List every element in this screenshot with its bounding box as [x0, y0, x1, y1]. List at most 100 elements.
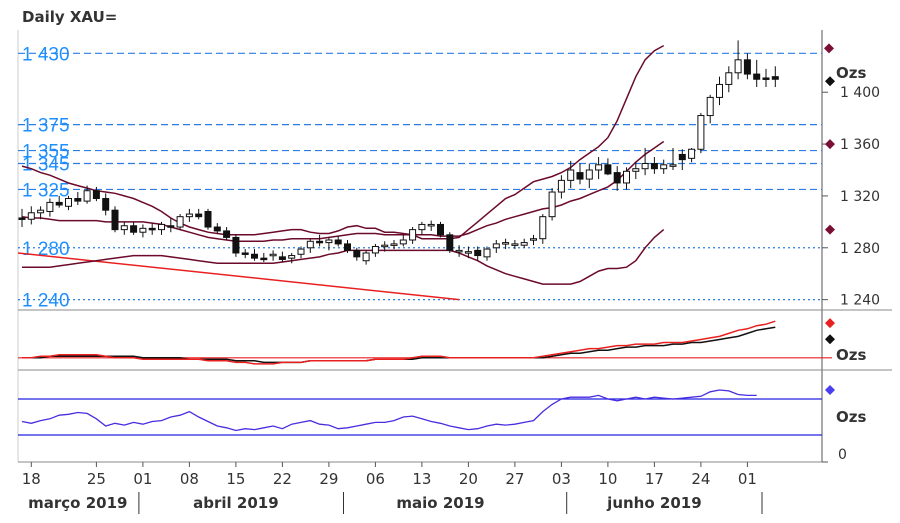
x-tick-label: 20 [459, 470, 478, 488]
trendline-line [17, 252, 460, 301]
level-label: 1 355 [22, 142, 70, 163]
candle-body [688, 148, 696, 159]
macd-unit-label: Ozs [836, 346, 866, 364]
candle-body [483, 248, 491, 258]
candle-body [585, 169, 593, 180]
macd-panel [18, 320, 832, 365]
right-tick-label: 1 360 [840, 137, 880, 153]
candle-body [381, 244, 389, 248]
candle-body [37, 209, 45, 214]
candle-body [269, 253, 277, 257]
candle-body [734, 59, 742, 74]
candle-body [362, 252, 370, 262]
trendline [17, 252, 460, 301]
month-label: março 2019 [28, 494, 127, 512]
candle-body [771, 76, 779, 80]
candle-body [102, 198, 110, 211]
rsi-panel [18, 389, 822, 436]
rsi-unit-label: Ozs [836, 408, 866, 426]
candle-body [297, 248, 305, 255]
candle-body [334, 239, 342, 245]
x-tick-label: 01 [738, 470, 757, 488]
x-tick-label: 10 [598, 470, 617, 488]
candle-body [623, 170, 630, 184]
level-label: 1 325 [22, 180, 70, 201]
price-marker-icon [824, 43, 834, 54]
right-tick-label: 1 400 [840, 85, 880, 101]
x-tick-label: 03 [552, 470, 571, 488]
bollinger-bands [21, 44, 665, 285]
candle-body [204, 210, 212, 228]
candle-body [650, 163, 658, 170]
right-tick-label: 1 320 [840, 189, 880, 205]
candle-body [18, 217, 26, 220]
candle-body [148, 227, 156, 231]
candle-body [278, 256, 286, 260]
candle-body [716, 83, 723, 98]
candle-body [427, 223, 435, 227]
axes: 1 240 1 280 1 320 1 360 1 400 0 18 25 01 08 15 22 29… [22, 43, 880, 514]
candle-body [306, 240, 314, 249]
candle-body [576, 172, 584, 180]
candle-body [371, 245, 379, 254]
candle-body [446, 234, 454, 251]
x-tick-label: 15 [226, 470, 245, 488]
macd-signal-line [22, 326, 776, 364]
candle-body [399, 239, 407, 245]
candle-body [762, 77, 770, 80]
x-tick-label: 13 [412, 470, 431, 488]
candle-body [55, 201, 63, 206]
x-tick-label: 27 [505, 470, 524, 488]
candle-body [418, 223, 426, 231]
candle-body [195, 213, 203, 218]
right-tick-label: 1 240 [840, 293, 880, 309]
candle-body [92, 190, 100, 200]
candle-body [697, 115, 705, 150]
candle-body [520, 242, 528, 246]
candle-body [706, 96, 714, 117]
x-tick-label: 22 [273, 470, 292, 488]
candle-body [474, 249, 482, 257]
candle-body [232, 236, 240, 254]
candle-body [344, 243, 351, 251]
bollinger-middle [21, 140, 665, 243]
x-tick-label: 17 [645, 470, 664, 488]
candle-body [325, 239, 333, 244]
candlesticks[interactable] [18, 40, 779, 265]
x-tick-label: 25 [87, 470, 106, 488]
candle-body [557, 179, 565, 193]
candle-body [241, 252, 249, 255]
candle-body [725, 72, 733, 85]
bollinger-upper [21, 44, 665, 240]
candle-body [111, 209, 119, 231]
x-tick-label: 24 [691, 470, 710, 488]
month-label: junho 2019 [606, 494, 701, 512]
candle-body [158, 223, 165, 231]
candle-body [353, 249, 361, 258]
candle-body [753, 73, 761, 80]
signal-marker-icon [825, 334, 835, 345]
candle-body [437, 223, 444, 236]
candle-body [632, 168, 640, 172]
macd-marker-icon [825, 318, 835, 329]
candle-body [669, 164, 677, 167]
x-tick-label: 08 [180, 470, 199, 488]
right-tick-label: 1 280 [840, 241, 880, 257]
rsi-marker-icon [825, 385, 835, 395]
bollinger-lower [22, 229, 665, 285]
candle-body [83, 190, 91, 202]
x-tick-label: 06 [366, 470, 385, 488]
candle-body [613, 172, 621, 184]
candle-body [74, 198, 82, 202]
candle-body [502, 242, 510, 245]
month-label: maio 2019 [396, 494, 484, 512]
candle-body [176, 216, 184, 228]
candle-body [492, 243, 500, 249]
candle-body [213, 226, 221, 232]
candle-body [288, 255, 296, 259]
level-label: 1 430 [22, 44, 70, 65]
candle-body [316, 240, 324, 244]
candle-body [548, 191, 556, 218]
candle-body [130, 225, 138, 233]
